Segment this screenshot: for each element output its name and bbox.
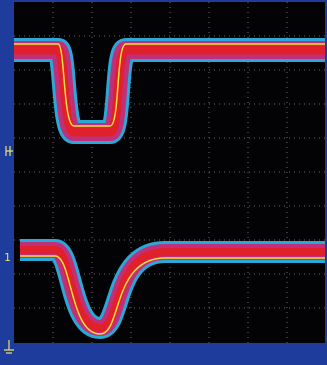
- channel-marker: 1: [4, 251, 11, 264]
- oscilloscope-screen: 1: [0, 0, 327, 365]
- page: 1 (() => { const data = JSON.parse(docum…: [0, 0, 327, 365]
